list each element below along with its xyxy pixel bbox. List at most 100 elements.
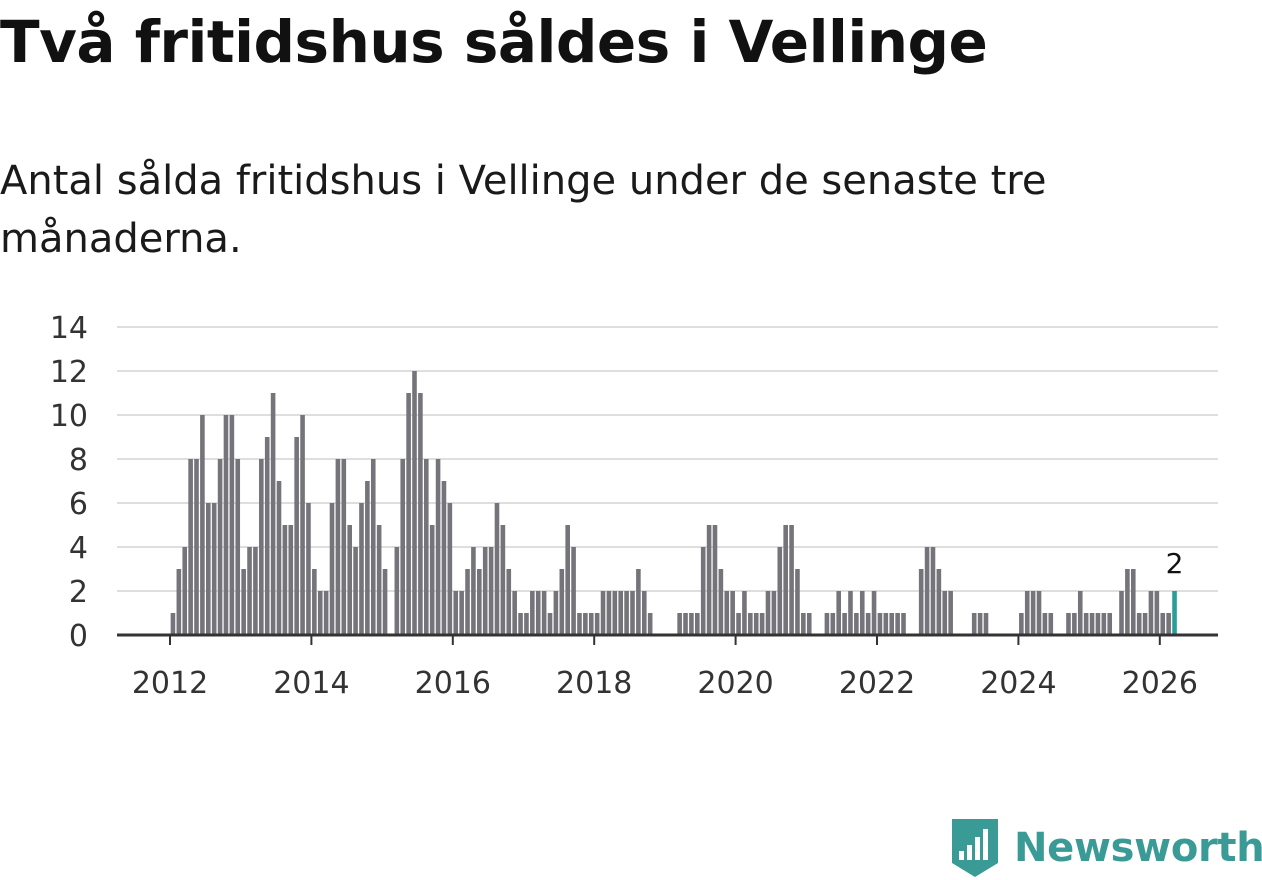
bar bbox=[583, 613, 588, 635]
bar bbox=[777, 547, 783, 635]
bar bbox=[942, 591, 948, 635]
bar bbox=[1083, 613, 1089, 635]
bar bbox=[606, 591, 612, 635]
bar bbox=[977, 613, 983, 635]
bar bbox=[700, 547, 706, 635]
x-tick-label: 2012 bbox=[132, 666, 208, 701]
bar bbox=[1101, 613, 1107, 635]
y-tick-label: 4 bbox=[69, 531, 88, 566]
bar bbox=[300, 415, 305, 635]
bar bbox=[312, 569, 317, 635]
bar bbox=[836, 591, 841, 635]
bar bbox=[742, 591, 747, 635]
bar bbox=[294, 437, 299, 635]
bar bbox=[795, 569, 800, 635]
bar bbox=[865, 613, 871, 635]
bar bbox=[983, 613, 989, 635]
bar bbox=[211, 503, 217, 635]
bar bbox=[565, 525, 570, 635]
bar bbox=[918, 569, 924, 635]
bar bbox=[859, 591, 865, 635]
bar bbox=[848, 591, 853, 635]
bar bbox=[329, 503, 335, 635]
bar bbox=[824, 613, 830, 635]
bar bbox=[270, 393, 276, 635]
bar bbox=[482, 547, 488, 635]
bar bbox=[1125, 569, 1130, 635]
bar bbox=[288, 525, 294, 635]
bar bbox=[188, 459, 193, 635]
bar bbox=[394, 547, 400, 635]
bar bbox=[630, 591, 635, 635]
bar bbox=[553, 591, 559, 635]
bar bbox=[854, 613, 859, 635]
bar bbox=[712, 525, 718, 635]
bar bbox=[730, 591, 735, 635]
bar bbox=[842, 613, 847, 635]
brand-logo: Newsworthy bbox=[950, 816, 1262, 880]
bar bbox=[759, 613, 765, 635]
bar bbox=[1036, 591, 1042, 635]
bar bbox=[647, 613, 653, 635]
bar bbox=[241, 569, 246, 635]
bar bbox=[883, 613, 889, 635]
bar bbox=[206, 503, 211, 635]
bar bbox=[895, 613, 900, 635]
bar bbox=[335, 459, 341, 635]
bar bbox=[341, 459, 347, 635]
bar bbox=[494, 503, 500, 635]
x-tick-label: 2016 bbox=[415, 666, 491, 701]
bar bbox=[400, 459, 406, 635]
bar bbox=[765, 591, 771, 635]
bar bbox=[559, 569, 565, 635]
y-tick-label: 8 bbox=[69, 443, 88, 478]
bar bbox=[500, 525, 506, 635]
bar bbox=[412, 371, 417, 635]
bar bbox=[948, 591, 953, 635]
x-tick-label: 2018 bbox=[556, 666, 632, 701]
bar bbox=[423, 459, 429, 635]
bar bbox=[971, 613, 977, 635]
bar bbox=[170, 613, 176, 635]
bar bbox=[1030, 591, 1036, 635]
bar bbox=[365, 481, 370, 635]
bar bbox=[1072, 613, 1077, 635]
bar bbox=[600, 591, 606, 635]
bar bbox=[901, 613, 906, 635]
bar bbox=[471, 547, 476, 635]
bar bbox=[194, 459, 199, 635]
bar bbox=[282, 525, 288, 635]
bar bbox=[636, 569, 641, 635]
brand-name: Newsworthy bbox=[1014, 825, 1262, 871]
bar bbox=[524, 613, 529, 635]
bar bbox=[924, 547, 930, 635]
bar bbox=[936, 569, 942, 635]
bar bbox=[176, 569, 182, 635]
bar bbox=[459, 591, 464, 635]
bar bbox=[830, 613, 836, 635]
bar bbox=[1066, 613, 1071, 635]
bar bbox=[641, 591, 647, 635]
x-tick-label: 2024 bbox=[980, 666, 1056, 701]
bar bbox=[353, 547, 358, 635]
bar bbox=[317, 591, 323, 635]
bar bbox=[200, 415, 205, 635]
bar bbox=[1048, 613, 1054, 635]
bar bbox=[382, 569, 388, 635]
bar bbox=[264, 437, 270, 635]
bar bbox=[247, 547, 252, 635]
bar bbox=[695, 613, 700, 635]
bar bbox=[359, 503, 364, 635]
bar bbox=[677, 613, 682, 635]
x-tick-label: 2014 bbox=[273, 666, 349, 701]
bar-highlighted bbox=[1172, 591, 1177, 635]
bar bbox=[1130, 569, 1136, 635]
x-tick-label: 2020 bbox=[697, 666, 773, 701]
bar bbox=[1160, 613, 1166, 635]
bar bbox=[1019, 613, 1024, 635]
bar bbox=[235, 459, 241, 635]
bar bbox=[1142, 613, 1148, 635]
y-tick-label: 12 bbox=[50, 355, 88, 390]
bar bbox=[771, 591, 777, 635]
y-tick-label: 0 bbox=[69, 619, 88, 654]
